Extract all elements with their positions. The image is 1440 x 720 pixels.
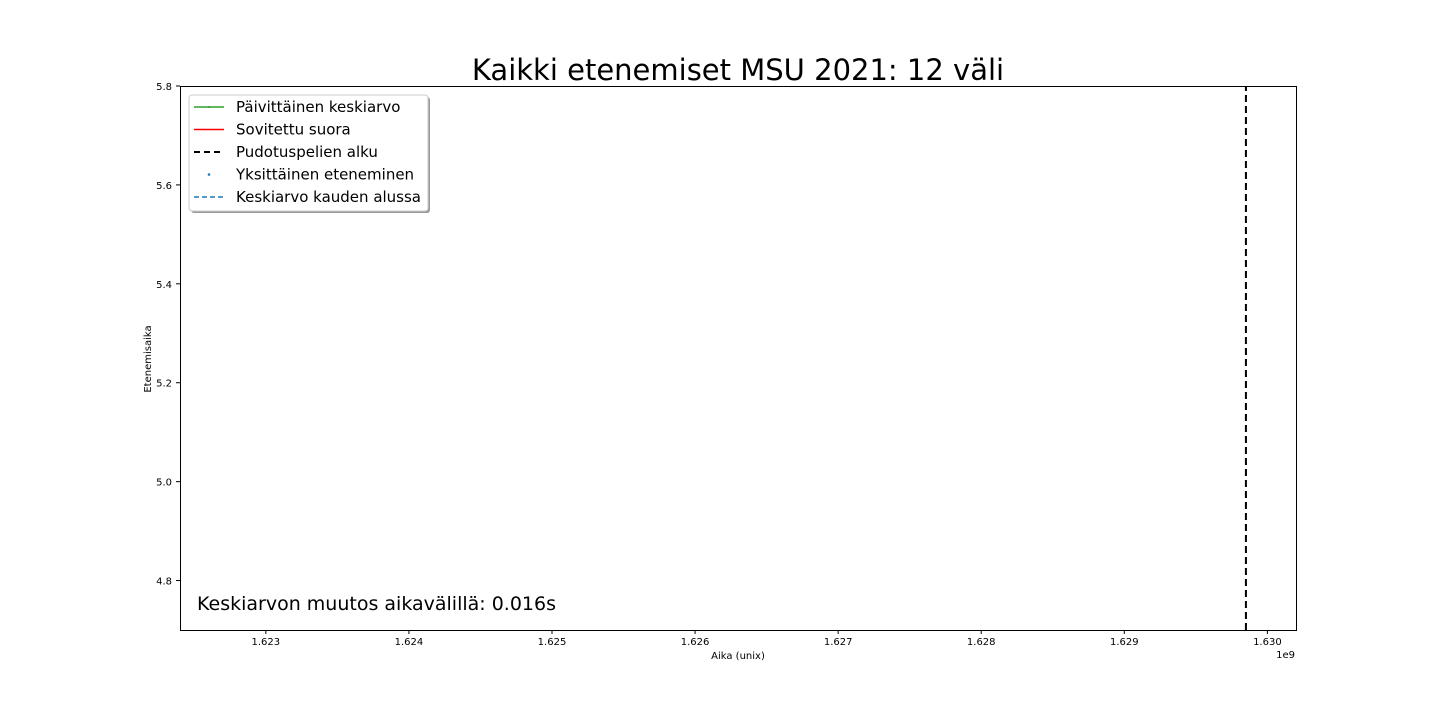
y-tick-label: 5.8 [156,82,172,93]
y-tick-label: 4.8 [156,577,172,588]
legend-label: Päivittäinen keskiarvo [236,98,400,116]
y-axis-label: Etenemisaika [143,325,154,392]
annotation-text: Keskiarvon muutos aikavälillä: 0.016s [197,593,556,615]
y-tick-label: 5.6 [156,181,172,192]
x-tick-label: 1.625 [538,637,567,648]
x-tick-label: 1.623 [252,637,281,648]
plot-frame [180,86,1297,631]
x-tick-label: 1.630 [1253,637,1282,648]
legend-handle [194,106,224,108]
y-axis: 4.8 5.0 5.2 5.4 5.6 5.8 [156,82,180,588]
legend-label: Keskiarvo kauden alussa [236,188,421,206]
y-tick-label: 5.2 [156,379,172,390]
y-tick-label: 5.0 [156,478,172,489]
x-tick-label: 1.624 [395,637,424,648]
legend-label: Yksittäinen eteneminen [235,166,414,184]
x-tick-label: 1.626 [681,637,710,648]
y-tick-label: 5.4 [156,280,172,291]
legend-label: Pudotuspelien alku [236,143,378,161]
x-axis: 1.623 1.624 1.625 1.626 1.627 1.628 1.629 1.630 [252,630,1282,648]
legend-box [188,94,429,212]
legend-handle [207,173,211,176]
x-tick-label: 1.629 [1110,637,1139,648]
x-tick-label: 1.628 [967,637,996,648]
legend: Päivittäinen keskiarvo Sovitettu suora Pud… [188,94,430,213]
chart-title: Kaikki etenemiset MSU 2021: 12 väli [472,53,1004,87]
x-offset-label: 1e9 [1276,650,1295,661]
x-tick-label: 1.627 [824,637,853,648]
legend-label: Sovitettu suora [236,121,351,139]
x-axis-label: Aika (unix) [711,651,765,662]
